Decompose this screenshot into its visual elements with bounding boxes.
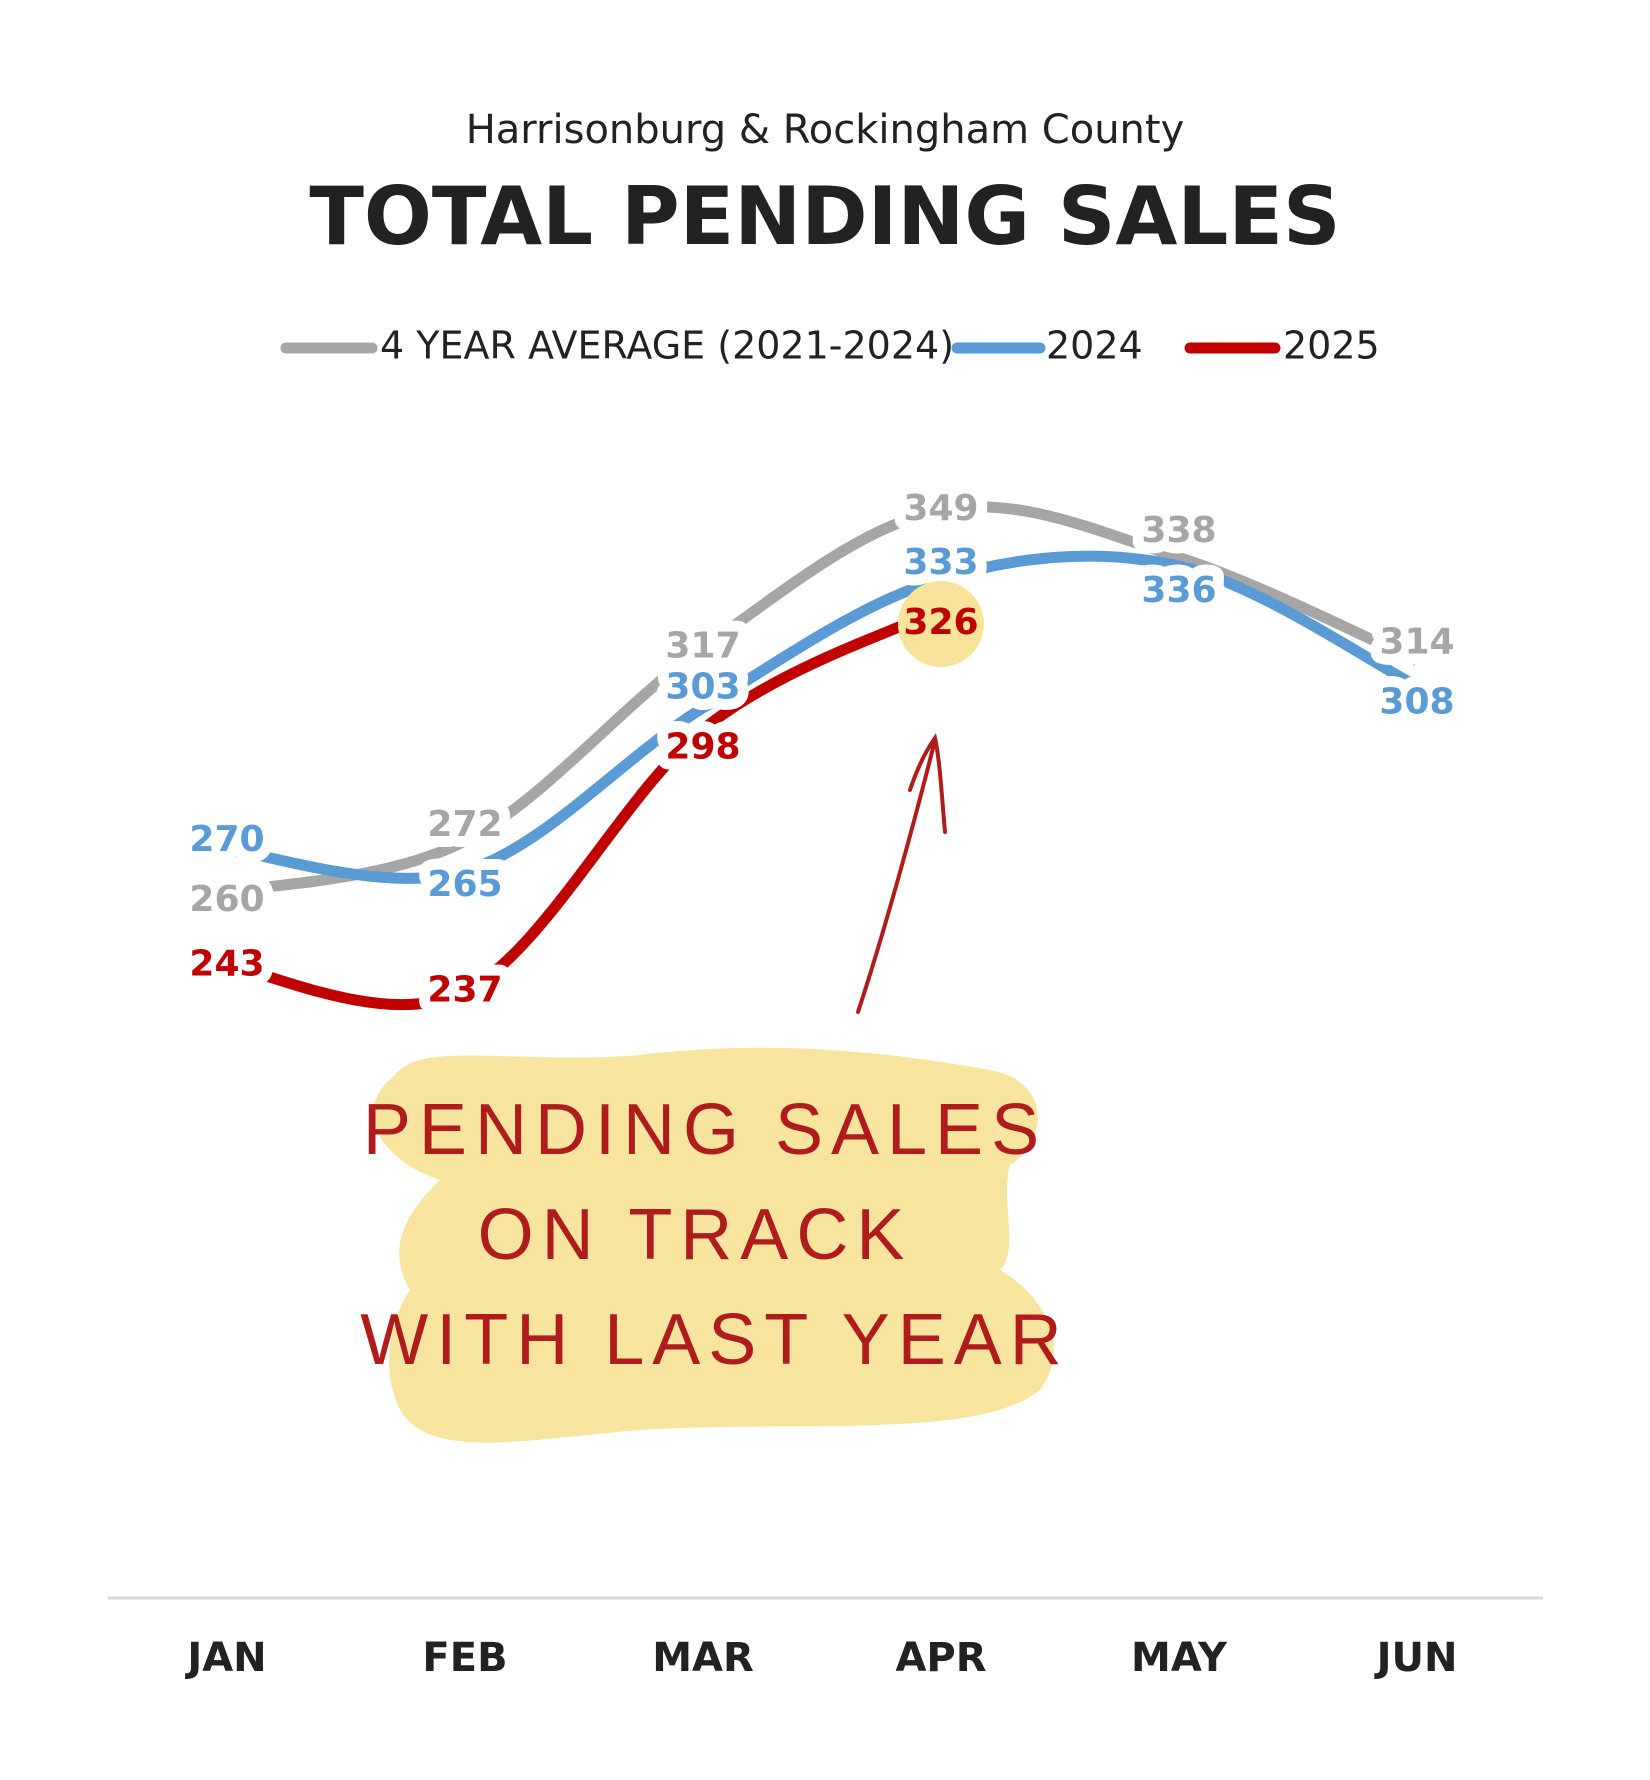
data-label: 308 (1379, 681, 1454, 722)
x-tick-label: FEB (422, 1635, 507, 1681)
chart-subtitle: Harrisonburg & Rockingham County (466, 107, 1185, 153)
x-tick-label: JAN (184, 1635, 266, 1681)
series-line (226, 550, 1420, 884)
annotation-line: ON TRACK (478, 1195, 913, 1275)
data-label: 338 (1141, 510, 1216, 551)
data-label: 298 (665, 727, 740, 768)
data-label: 314 (1379, 621, 1454, 662)
x-tick-label: JUN (1374, 1635, 1458, 1681)
data-label: 303 (665, 667, 740, 708)
x-tick-label: MAR (652, 1635, 754, 1681)
x-tick-label: APR (895, 1635, 986, 1681)
data-label: 260 (189, 879, 264, 920)
legend-label: 2024 (1046, 324, 1143, 368)
data-label: 333 (903, 542, 978, 583)
annotation-line: WITH LAST YEAR (360, 1300, 1069, 1380)
annotation-arrow (856, 733, 947, 1014)
data-label: 326 (903, 602, 978, 643)
x-tick-label: MAY (1131, 1635, 1228, 1681)
annotation-line: PENDING SALES (363, 1090, 1047, 1170)
data-label: 336 (1141, 570, 1216, 611)
chart-title: TOTAL PENDING SALES (309, 170, 1340, 263)
data-label: 237 (427, 969, 502, 1010)
data-label: 317 (665, 626, 740, 667)
legend-label: 2025 (1283, 324, 1380, 368)
data-label: 243 (189, 944, 264, 985)
data-label: 272 (427, 804, 502, 845)
legend-label: 4 YEAR AVERAGE (2021-2024) (380, 324, 954, 368)
data-label: 270 (189, 819, 264, 860)
series-line (226, 604, 944, 1011)
data-label: 349 (903, 488, 978, 529)
annotation-highlight (373, 1047, 1055, 1443)
label-highlight (898, 581, 984, 667)
data-label: 265 (427, 864, 502, 905)
annotation: PENDING SALES ON TRACK WITH LAST YEAR (360, 1090, 1069, 1380)
series-line (225, 501, 1420, 898)
